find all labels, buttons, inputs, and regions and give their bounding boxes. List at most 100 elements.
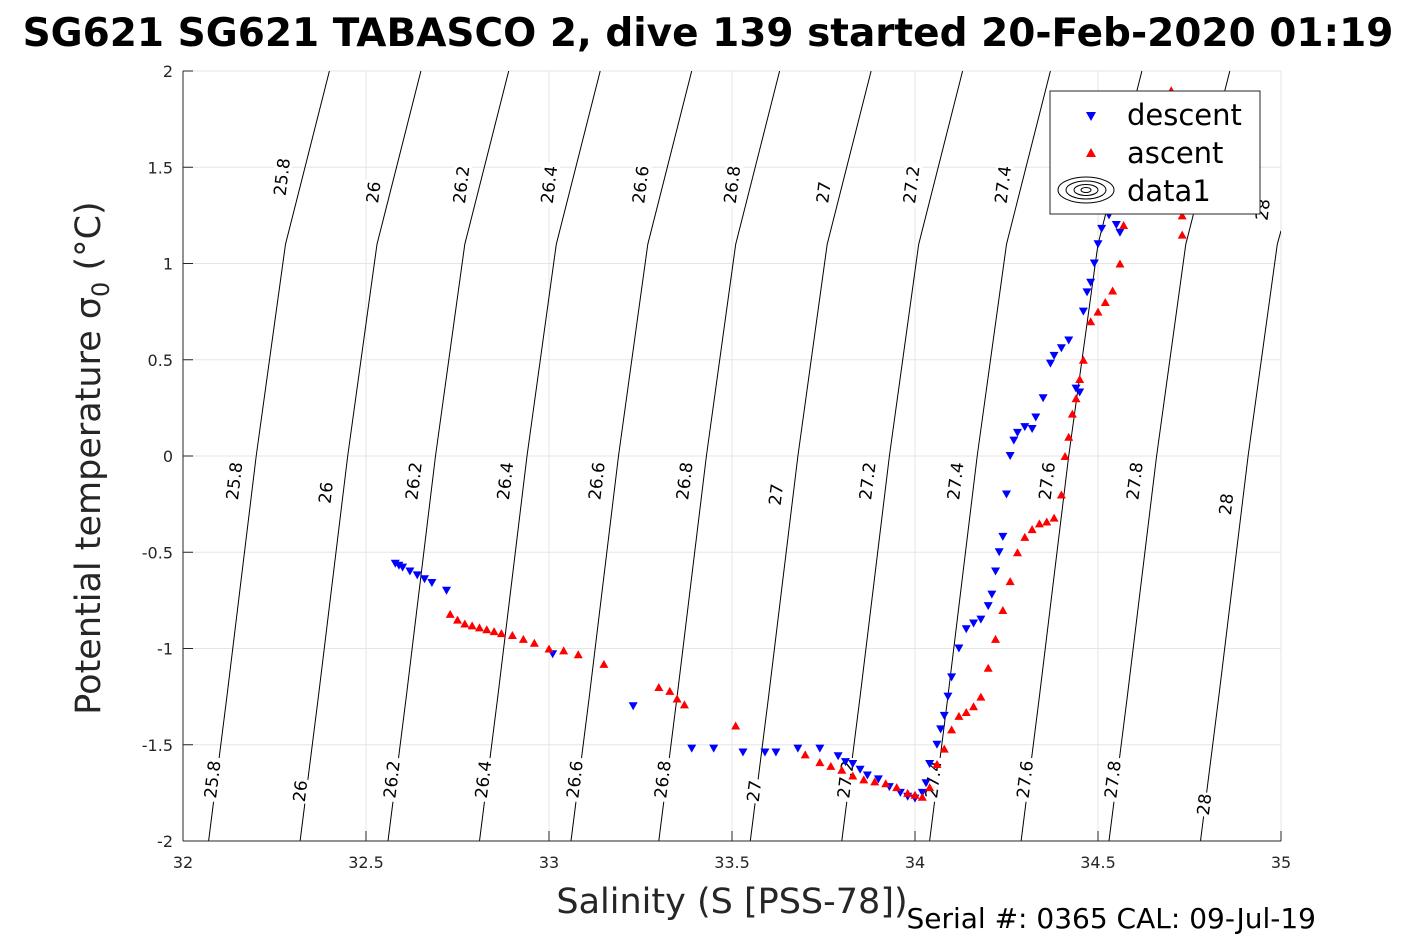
marker-descent [1038,394,1048,403]
legend-label-data1: data1 [1127,174,1211,208]
marker-ascent [518,634,528,643]
contour-label-backing [1013,756,1037,803]
marker-ascent [983,663,993,672]
contour-label-text: 26 [290,779,312,803]
marker-descent [947,673,957,682]
marker-ascent [947,725,957,734]
contour-label: 26.2 [401,458,427,504]
marker-ascent [1071,394,1081,403]
marker-ascent [1075,375,1085,383]
contour-label: 26.4 [493,458,518,504]
chart-title: SG621 SG621 TABASCO 2, dive 139 started … [23,11,1394,56]
marker-ascent [573,650,583,659]
contour-label: 27.4 [943,458,969,504]
marker-descent [921,779,931,788]
contour-label: 27 [813,179,836,206]
marker-descent [738,748,748,757]
marker-ascent [1067,409,1077,418]
marker-ascent [1108,286,1118,295]
x-tick-label: 33 [539,853,559,872]
marker-ascent [991,634,1001,643]
contour-label-backing [493,458,517,504]
contour-label-text: 28 [1216,492,1238,516]
contour-label-backing [315,479,337,506]
marker-descent [709,744,719,753]
contour-label-text: 27 [813,180,835,204]
marker-descent [398,563,408,572]
marker-descent [939,711,949,720]
contour-label: 27.6 [1035,458,1060,504]
contour-label-backing [1215,491,1237,518]
contour-label-backing [943,458,967,504]
contour-label-backing [401,458,426,504]
marker-ascent [815,758,825,767]
marker-ascent [848,771,858,780]
marker-descent [1012,428,1022,437]
marker-descent [1075,388,1085,397]
contour-label: 27.4 [991,161,1016,208]
contour-label-text: 26.4 [538,165,562,205]
marker-descent [936,725,946,734]
marker-ascent [1078,355,1088,364]
contour-label: 26.2 [449,161,474,208]
contour-label-backing [1122,458,1147,504]
marker-ascent [961,708,971,717]
marker-descent [983,602,993,611]
contour-label-text: 25.8 [271,157,295,197]
contour-label-backing [471,756,495,803]
density-contour [387,71,510,841]
marker-descent [848,760,858,768]
marker-descent [1027,425,1037,434]
contour-label-text: 28 [1194,793,1216,817]
marker-ascent [1177,211,1187,220]
contour-label-text: 27.4 [944,461,968,501]
data-markers [390,86,1187,803]
y-axis-label-main: Potential temperature σ [69,297,109,715]
marker-descent [1097,224,1107,233]
marker-ascent [1056,490,1066,499]
marker-ascent [1012,548,1022,557]
marker-descent [412,571,422,580]
y-tick-label: 0 [163,447,173,466]
x-tick-label: 35 [1271,853,1291,872]
marker-ascent [870,777,880,786]
contour-label-backing [449,161,473,208]
contour-label: 26.4 [537,161,562,208]
contour-label-backing [289,777,311,805]
contour-label-text: 27.6 [1036,461,1060,501]
contour-label: 27 [743,777,766,805]
contour-label-text: 26.2 [450,165,474,205]
marker-ascent [892,783,902,792]
legend-box [1049,90,1261,215]
marker-descent [793,744,803,753]
y-tick-label: -2 [157,832,173,851]
y-tick-label: -0.5 [142,543,173,562]
contour-label: 26 [289,777,312,805]
contour-label-text: 26.8 [651,760,675,800]
marker-descent [760,748,770,757]
legend-marker-data1 [1057,176,1115,204]
contour-label: 27 [765,481,788,508]
density-contours [208,71,1281,841]
contour-label-text: 27.2 [856,461,880,501]
marker-ascent [1049,513,1059,522]
density-contour-labels: 25.8 26 26.2 26.4 26.6 26.8 27 27.2 27.4 28 25.8 26… [200,153,1275,818]
marker-descent [925,760,935,768]
contour-label-backing [1100,756,1125,803]
contour-label: 25.8 [222,458,247,504]
marker-ascent [529,638,539,647]
marker-descent [1005,452,1015,460]
marker-ascent [998,606,1008,614]
marker-descent [862,771,872,780]
contour-label-text: 27.8 [1101,760,1125,800]
contour-label: 26 [362,179,386,206]
contour-label-backing [813,179,834,206]
contour-label-text: 27.2 [900,165,924,205]
density-contour [570,71,693,841]
contour-label-backing [1193,791,1215,818]
contour-label-text: 26.6 [585,461,609,501]
contour-label-text: 26 [315,481,337,505]
marker-ascent [679,700,689,709]
marker-ascent [445,609,455,618]
marker-ascent [489,627,499,636]
